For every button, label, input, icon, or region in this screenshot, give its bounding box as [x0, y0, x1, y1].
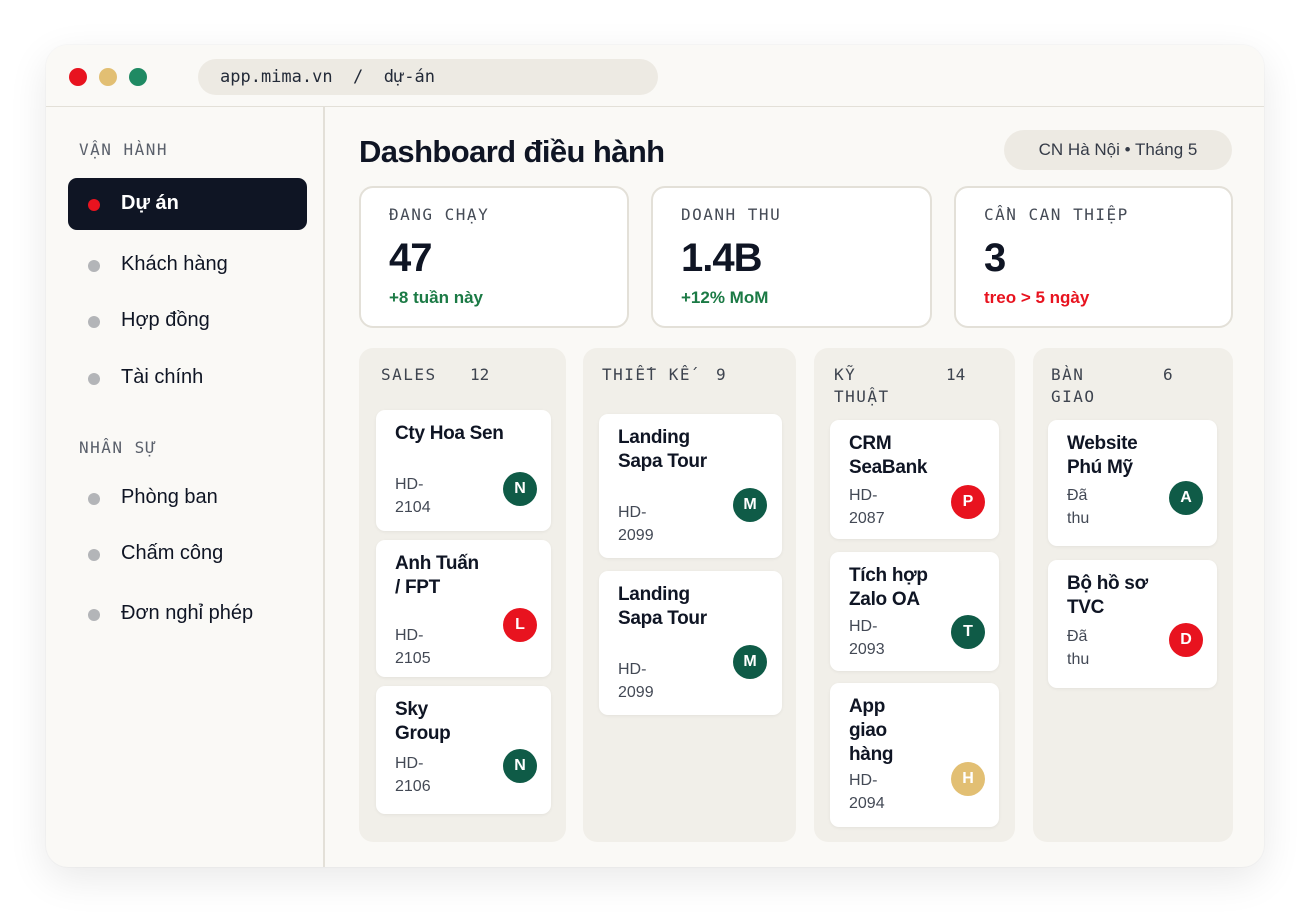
project-card[interactable]: Anh Tuấn / FPT HD-2105 L [376, 540, 551, 677]
card-code: HD-2087 [849, 487, 885, 527]
project-card[interactable]: Tích hợp Zalo OA HD-2093 T [830, 552, 999, 671]
card-code: HD-2099 [618, 504, 654, 544]
assignee-avatar[interactable]: H [951, 762, 985, 796]
stat-label: ĐANG CHẠY [389, 205, 490, 224]
project-card[interactable]: Sky Group HD-2106 N [376, 686, 551, 814]
assignee-avatar[interactable]: M [733, 488, 767, 522]
stat-value: 47 [389, 236, 432, 280]
stat-card-running: ĐANG CHẠY 47 +8 tuần này [359, 186, 629, 328]
assignee-avatar[interactable]: N [503, 472, 537, 506]
project-card[interactable]: Landing Sapa Tour HD-2099 M [599, 414, 782, 558]
project-card[interactable]: Cty Hoa Sen HD-2104 N [376, 410, 551, 531]
column-count: 9 [716, 365, 726, 384]
project-card[interactable]: Landing Sapa Tour HD-2099 M [599, 571, 782, 715]
bullet-icon [88, 316, 100, 328]
sidebar-item-label: Hợp đồng [121, 309, 210, 331]
card-code: HD-2094 [849, 772, 885, 812]
board-column-sales: SALES 12 Cty Hoa Sen HD-2104 N Anh Tuấn … [359, 348, 566, 842]
stat-delta: +12% MoM [681, 288, 769, 307]
assignee-avatar[interactable]: N [503, 749, 537, 783]
status-dot-icon [88, 199, 100, 211]
column-title: THIẾT KẾ [602, 365, 692, 384]
stat-delta: +8 tuần này [389, 288, 484, 307]
card-title: Bộ hồ sơ TVC [1067, 573, 1148, 618]
sidebar-item-label: Tài chính [121, 366, 204, 388]
project-card[interactable]: App giao hàng HD-2094 H [830, 683, 999, 827]
bullet-icon [88, 609, 100, 621]
sidebar-item-customers[interactable]: Khách hàng [68, 239, 307, 291]
assignee-avatar[interactable]: T [951, 615, 985, 649]
column-title: KỸ THUẬT [834, 365, 890, 406]
board-column-design: THIẾT KẾ 9 Landing Sapa Tour HD-2099 M L… [583, 348, 796, 842]
stat-label: DOANH THU [681, 205, 782, 224]
sidebar-item-label: Chấm công [121, 542, 224, 564]
card-title: Anh Tuấn / FPT [395, 553, 479, 598]
sidebar-item-projects[interactable]: Dự án [68, 178, 307, 230]
close-window-dot[interactable] [69, 68, 87, 86]
card-title: Cty Hoa Sen [395, 423, 504, 444]
sidebar-section-label-operations: VẬN HÀNH [79, 140, 169, 159]
stat-label: CẦN CAN THIỆP [984, 205, 1129, 224]
sidebar-item-label: Phòng ban [121, 486, 218, 508]
column-title: BÀN GIAO [1051, 365, 1096, 406]
card-code: Đã thu [1067, 628, 1090, 668]
page-title: Dashboard điều hành [359, 134, 665, 169]
card-title: Landing Sapa Tour [618, 427, 707, 472]
assignee-avatar[interactable]: M [733, 645, 767, 679]
column-title: SALES [381, 365, 437, 384]
board-column-engineering: KỸ THUẬT 14 CRM SeaBank HD-2087 P Tích h… [814, 348, 1015, 842]
branch-month-filter[interactable]: CN Hà Nội • Tháng 5 [1004, 130, 1232, 170]
sidebar-item-departments[interactable]: Phòng ban [68, 472, 307, 524]
app-window: app.mima.vn / dự-án VẬN HÀNH Dự án Khách… [46, 45, 1264, 867]
stat-delta: treo > 5 ngày [984, 288, 1090, 307]
card-code: HD-2104 [395, 476, 431, 516]
bullet-icon [88, 493, 100, 505]
assignee-avatar[interactable]: A [1169, 481, 1203, 515]
sidebar-section-label-hr: NHÂN SỰ [79, 438, 157, 457]
main-content: Dashboard điều hành CN Hà Nội • Tháng 5 … [359, 107, 1233, 867]
sidebar-item-finance[interactable]: Tài chính [68, 352, 307, 404]
assignee-avatar[interactable]: D [1169, 623, 1203, 657]
sidebar-item-label: Dự án [121, 192, 179, 214]
sidebar-item-label: Đơn nghỉ phép [121, 602, 254, 624]
project-card[interactable]: Bộ hồ sơ TVC Đã thu D [1048, 560, 1217, 688]
stat-card-revenue: DOANH THU 1.4B +12% MoM [651, 186, 932, 328]
browser-titlebar: app.mima.vn / dự-án [46, 45, 1264, 107]
maximize-window-dot[interactable] [129, 68, 147, 86]
sidebar-item-contracts[interactable]: Hợp đồng [68, 295, 307, 347]
bullet-icon [88, 373, 100, 385]
stat-value: 1.4B [681, 236, 762, 280]
bullet-icon [88, 549, 100, 561]
card-code: Đã thu [1067, 487, 1090, 527]
sidebar-item-label: Khách hàng [121, 253, 228, 275]
card-title: Tích hợp Zalo OA [849, 565, 928, 610]
column-count: 12 [470, 365, 490, 384]
board-column-handover: BÀN GIAO 6 Website Phú Mỹ Đã thu A Bộ hồ… [1033, 348, 1233, 842]
card-code: HD-2093 [849, 618, 885, 658]
card-title: Landing Sapa Tour [618, 584, 707, 629]
project-card[interactable]: Website Phú Mỹ Đã thu A [1048, 420, 1217, 546]
card-code: HD-2106 [395, 755, 431, 795]
assignee-avatar[interactable]: P [951, 485, 985, 519]
stat-card-intervention: CẦN CAN THIỆP 3 treo > 5 ngày [954, 186, 1233, 328]
column-count: 6 [1163, 365, 1173, 384]
card-code: HD-2099 [618, 661, 654, 701]
address-bar[interactable]: app.mima.vn / dự-án [198, 59, 658, 95]
card-title: App giao hàng [849, 696, 894, 765]
bullet-icon [88, 260, 100, 272]
project-card[interactable]: CRM SeaBank HD-2087 P [830, 420, 999, 539]
card-title: Sky Group [395, 699, 451, 744]
minimize-window-dot[interactable] [99, 68, 117, 86]
sidebar: VẬN HÀNH Dự án Khách hàng Hợp đồng Tài c… [46, 107, 325, 867]
stat-value: 3 [984, 236, 1006, 280]
column-count: 14 [946, 365, 966, 384]
card-title: CRM SeaBank [849, 433, 928, 478]
assignee-avatar[interactable]: L [503, 608, 537, 642]
sidebar-item-leave-requests[interactable]: Đơn nghỉ phép [68, 588, 307, 640]
card-title: Website Phú Mỹ [1067, 433, 1138, 478]
sidebar-item-attendance[interactable]: Chấm công [68, 528, 307, 580]
card-code: HD-2105 [395, 627, 431, 667]
